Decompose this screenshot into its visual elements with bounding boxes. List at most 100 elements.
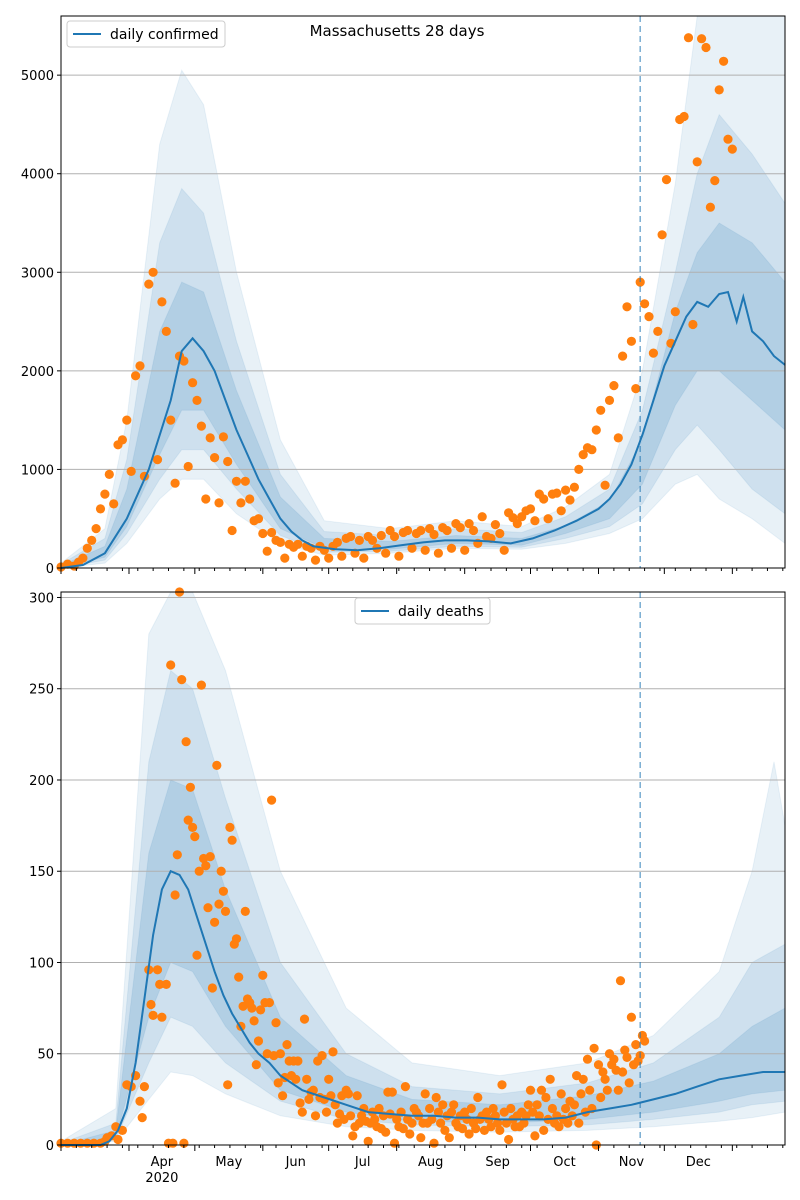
observed-point [262,546,272,556]
observed-point [166,660,176,670]
observed-point [661,175,672,185]
observed-point [585,1085,595,1095]
observed-point [343,1089,353,1099]
observed-point [433,1107,443,1117]
observed-point [455,523,465,533]
x-tick-label: Aug [418,1155,443,1170]
observed-point [126,466,136,476]
y-tick-label: 50 [37,1048,54,1063]
observed-point [530,516,540,526]
observed-point [407,543,417,553]
observed-point [109,499,119,509]
observed-point [249,1016,259,1026]
observed-point [591,425,601,435]
observed-point [216,866,226,876]
observed-point [374,1103,384,1114]
observed-point [431,1092,441,1103]
observed-point [234,972,244,982]
deaths-legend: daily deaths [354,597,491,625]
deaths-frame [60,591,786,1146]
observed-point [205,852,215,862]
x-tick-label: Sep [485,1155,510,1170]
observed-point [225,822,235,833]
observed-point [293,1056,303,1066]
observed-point [387,1087,397,1097]
observed-point [190,832,200,842]
observed-point [192,950,202,960]
observed-point [457,1124,468,1134]
observed-point [258,528,268,539]
observed-point [161,326,171,336]
observed-point [137,1113,147,1123]
observed-point [444,1133,454,1143]
observed-point [324,1074,334,1084]
y-tick-label: 1000 [21,463,54,478]
observed-point [464,519,474,529]
y-tick-label: 0 [46,1139,54,1154]
observed-point [569,1100,580,1110]
confirmed-bands [60,15,786,569]
observed-point [295,1098,305,1108]
observed-point [648,348,659,358]
observed-point [471,1124,481,1134]
observed-point [618,1067,628,1077]
observed-point [539,494,549,504]
observed-point [210,917,220,927]
observed-point [697,34,707,44]
x-tick-label: Oct [553,1155,575,1170]
observed-point [144,279,154,289]
observed-point [582,1054,593,1064]
observed-point [157,1012,167,1022]
observed-point [381,1127,391,1137]
observed-point [271,1018,281,1028]
observed-point [317,1051,327,1061]
observed-point [170,478,180,488]
observed-point [727,144,737,154]
y-tick-label: 250 [29,683,54,698]
deaths-line [61,869,785,1146]
observed-point [220,906,231,917]
observed-point [464,1129,474,1139]
y-tick-label: 0 [46,562,54,577]
observed-point [561,1103,571,1114]
observed-point [532,1100,542,1110]
observed-point [576,1089,586,1099]
observed-point [618,351,628,361]
observed-point [403,525,413,536]
observed-point [354,535,364,546]
observed-point [429,1138,439,1148]
observed-point [405,1129,415,1139]
y-tick-label: 2000 [21,365,54,380]
observed-point [278,1091,288,1101]
observed-point [370,1114,380,1124]
observed-point [523,1100,533,1110]
deaths-panel: 0 50 100 150 200 250 300 Apr May Jun Jul Aug Sep Oct… [29,587,786,1186]
observed-point [604,395,615,405]
observed-point [218,886,228,896]
observed-point [653,326,663,336]
observed-point [657,230,667,240]
y-tick-label: 100 [29,956,54,971]
observed-point [563,1118,573,1128]
observed-point [280,553,290,563]
observed-point [117,1125,127,1135]
observed-point [212,760,222,771]
observed-point [227,835,237,845]
observed-point [600,480,610,490]
observed-point [640,299,650,309]
observed-point [565,495,575,505]
observed-point [304,1094,314,1104]
observed-point [622,302,632,312]
observed-point [714,85,724,95]
observed-point [95,504,106,514]
observed-point [613,433,623,443]
observed-point [236,498,246,508]
observed-point [367,535,378,546]
observed-point [231,476,242,486]
observed-point [400,1082,410,1092]
observed-point [640,1036,650,1046]
observed-point [495,1125,505,1135]
observed-point [181,737,191,747]
observed-point [245,494,255,504]
confirmed-y-axis: 0 1000 2000 3000 4000 5000 [21,69,61,577]
